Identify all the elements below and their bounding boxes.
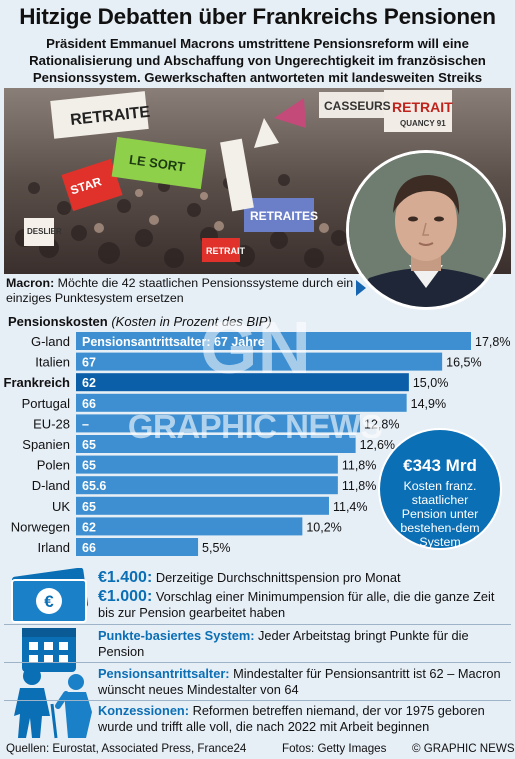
category-label: G-land [31,334,70,349]
badge-amount: €343 Mrd [403,456,477,475]
footer-photos: Fotos: Getty Images [282,742,387,755]
category-label: Norwegen [11,519,70,534]
divider [4,700,511,701]
bar-inner-label: 67 [82,356,96,370]
data-label: 5,5% [202,541,231,555]
age-text: Mindestalter für Pensionsantritt ist 62 … [98,666,501,697]
bar [76,496,329,515]
category-label: Italien [35,355,70,370]
footer: Quellen: Eurostat, Associated Press, Fra… [0,740,515,759]
caption-pointer-icon [356,280,366,296]
category-label: Spanien [22,437,70,452]
points-system: Punkte-basiertes System: Jeder Arbeitsta… [98,628,508,659]
category-label: Irland [37,540,70,555]
bar-inner-label: – [82,417,89,431]
points-label: Punkte-basiertes System: [98,628,255,643]
bar-inner-label: 62 [82,520,96,534]
bar-inner-label: 65 [82,500,96,514]
elderly-person-icon [14,667,92,739]
bar [76,332,471,350]
min-pension: €1.000: Vorschlag einer Minimumpension f… [98,589,508,620]
macron-caption: Macron: Möchte die 42 staatlichen Pensio… [6,276,356,306]
footer-copyright: © GRAPHIC NEWS [412,742,515,755]
data-label: 12,8% [364,417,399,431]
banner-text: DESLIER [27,227,62,236]
macron-text: Möchte die 42 staatlichen Pensionssystem… [6,276,354,305]
data-label: 10,2% [306,520,341,534]
bar [76,414,361,433]
pension-cost-chart: G-land Pensionsantrittsalter: 67 Jahre 17,… [4,332,510,556]
page-subtitle: Präsident Emmanuel Macrons umstrittene P… [29,36,486,85]
bar-inner-label: 62 [82,376,96,390]
concessions-text: Reformen betreffen niemand, der vor 1975… [98,703,485,734]
macron-portrait [346,150,506,310]
data-label: 15,0% [413,376,448,390]
min-amount: €1.000: [98,588,153,605]
chart-note: (Kosten in Prozent des BIP) [111,314,272,329]
points-text: Jeder Arbeitstag bringt Punkte für die P… [98,628,469,659]
data-label: 17,8% [475,335,510,349]
bar [76,538,199,556]
bar [76,517,303,536]
badge-text: Kosten franz. staatlicher Pension unter … [400,479,480,549]
bar-inner-label: 65 [82,438,96,452]
age-label: Pensionsantrittsalter: [98,666,230,681]
calendar-icon [22,628,76,672]
data-label: 11,8% [342,479,377,493]
page-title: Hitzige Debatten über Frankreichs Pensio… [19,4,496,29]
category-label: Polen [37,458,70,473]
concessions-label: Konzessionen: [98,703,190,718]
data-label: 14,9% [411,397,446,411]
banner-text: RETRAIT [206,246,245,256]
bar [76,476,338,495]
banner-text: CASSEURS [324,99,391,113]
watermark-logo: GN [200,306,311,389]
macron-label: Macron: [6,276,55,290]
footer-sources: Quellen: Eurostat, Associated Press, Fra… [6,742,247,755]
bar [76,393,407,412]
bar [76,455,338,474]
bar-inner-label: Pensionsantrittsalter: 67 Jahre [82,335,265,349]
category-label: D-land [32,478,70,493]
banner-text: RETRAIT [392,99,453,115]
chart-title: Pensionskosten [8,314,108,329]
bar-inner-label: 65.6 [82,479,106,493]
svg-text:€: € [44,592,54,611]
bar [76,352,443,371]
bar-inner-label: 65 [82,459,96,473]
category-label: Frankreich [4,375,71,390]
avg-text: Derzeitige Durchschnittspension pro Mona… [155,570,401,585]
bar [76,373,409,392]
banner-text: RETRAITES [250,209,318,223]
bar-inner-label: 66 [82,541,96,555]
retirement-age: Pensionsantrittsalter: Mindestalter für … [98,666,508,697]
data-label: 16,5% [446,356,481,370]
data-label: 11,8% [342,459,377,473]
data-label: 11,4% [333,500,368,514]
bar [76,435,356,453]
data-label: 12,6% [360,438,395,452]
divider [4,662,511,663]
category-label: UK [52,499,70,514]
bar-inner-label: 66 [82,397,96,411]
chart-heading: Pensionskosten (Kosten in Prozent des BI… [8,314,272,329]
category-label: Portugal [22,396,71,411]
avg-pension: €1.400: Derzeitige Durchschnittspension … [98,570,508,586]
min-text: Vorschlag einer Minimumpension für alle,… [98,589,495,620]
avg-amount: €1.400: [98,569,153,586]
cost-badge: €343 Mrd Kosten franz. staatlicher Pensi… [378,428,502,550]
divider [4,624,511,625]
concessions: Konzessionen: Reformen betreffen niemand… [98,703,510,734]
watermark-text: GRAPHIC NEWS [127,408,383,445]
banner-text: QUANCY 91 [400,119,446,128]
category-label: EU-28 [33,416,70,431]
euro-banknotes-icon: € [11,568,89,623]
